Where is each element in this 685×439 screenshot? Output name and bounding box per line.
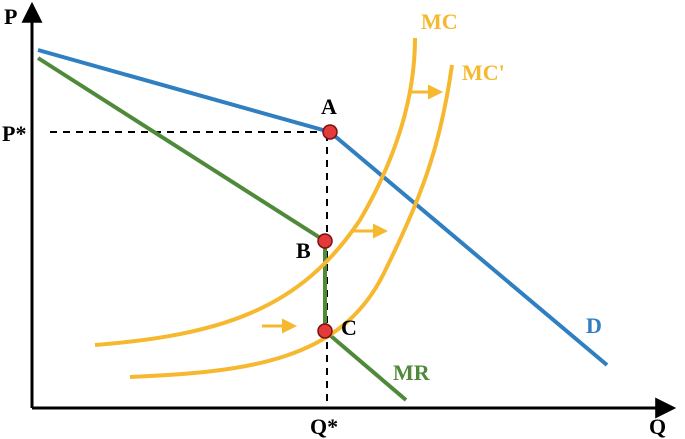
point-a-label: A — [321, 94, 337, 119]
y-axis-label: P — [4, 4, 17, 29]
x-axis-label: Q — [649, 414, 666, 439]
demand-label: D — [586, 313, 602, 338]
point-c-label: C — [341, 315, 357, 340]
mr-label: MR — [393, 360, 431, 385]
mc-label: MC — [421, 9, 458, 34]
price-tick-label: P* — [2, 121, 26, 146]
marginal-cost-curve — [94, 37, 417, 347]
point-a-marker — [322, 124, 338, 140]
point-b-marker — [317, 233, 333, 249]
marginal-cost-shifted-curve — [129, 64, 454, 379]
point-c-marker — [317, 323, 333, 339]
point-b-label: B — [296, 238, 311, 263]
quantity-tick-label: Q* — [310, 414, 338, 439]
marginal-revenue-curve — [36, 56, 408, 402]
mc-shifted-label: MC' — [462, 60, 505, 85]
